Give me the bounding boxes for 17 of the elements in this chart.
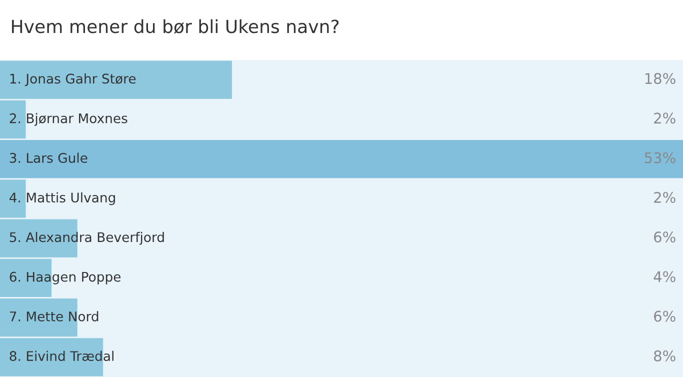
y-tick-label: 5. Alexandra Beverfjord	[10, 232, 164, 245]
data-label: 6%	[654, 232, 676, 243]
chart-title: Hvem mener du bør bli Ukens navn?	[12, 19, 339, 34]
data-label: 2%	[654, 112, 676, 124]
data-label: 4%	[654, 271, 676, 282]
y-tick-label: 8. Eivind Trædal	[10, 350, 114, 362]
data-label: 6%	[654, 310, 676, 322]
y-tick-label: 6. Haagen Poppe	[10, 272, 121, 284]
data-label: 8%	[654, 350, 676, 362]
y-tick-label: 3. Lars Gule	[10, 152, 88, 163]
y-tick-label: 1. Jonas Gahr Støre	[10, 73, 136, 86]
data-label: 18%	[645, 73, 676, 84]
data-label: 53%	[644, 152, 676, 164]
y-tick-label: 7. Mette Nord	[10, 311, 98, 322]
data-label: 2%	[654, 192, 676, 203]
y-tick-label: 4. Mattis Ulvang	[10, 192, 115, 206]
y-tick-label: 2. Bjørnar Moxnes	[10, 113, 128, 126]
